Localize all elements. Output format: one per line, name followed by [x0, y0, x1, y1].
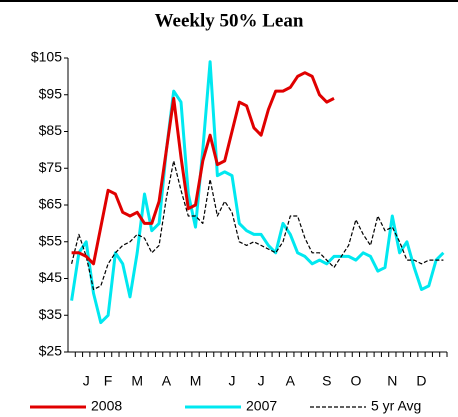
- series-line: [71, 71, 335, 266]
- y-tick-label: $55: [39, 232, 63, 248]
- x-tick-label: A: [286, 373, 296, 389]
- series-line: [71, 160, 444, 291]
- x-tick-label: N: [387, 373, 397, 389]
- y-tick-label: $45: [39, 269, 63, 285]
- x-tick-label: D: [416, 373, 426, 389]
- chart-title: Weekly 50% Lean: [155, 10, 304, 31]
- x-tick-label: A: [162, 373, 172, 389]
- legend-label: 2008: [91, 398, 122, 414]
- x-tick-label: M: [190, 373, 202, 389]
- y-tick-label: $95: [39, 85, 63, 101]
- y-tick-label: $65: [39, 196, 63, 212]
- legend-label: 2007: [246, 398, 277, 414]
- x-tick-label: F: [104, 373, 113, 389]
- series-line: [70, 60, 445, 325]
- y-tick-label: $75: [39, 159, 63, 175]
- y-tick-label: $85: [39, 122, 63, 138]
- x-tick-label: O: [350, 373, 361, 389]
- y-tick-label: $25: [39, 343, 63, 359]
- x-tick-label: M: [131, 373, 143, 389]
- x-tick-label: J: [258, 373, 265, 389]
- legend-label: 5 yr Avg: [371, 398, 421, 414]
- x-tick-label: S: [322, 373, 331, 389]
- x-tick-label: J: [228, 373, 235, 389]
- x-tick-label: J: [83, 373, 90, 389]
- y-tick-label: $35: [39, 306, 63, 322]
- y-tick-label: $105: [31, 49, 62, 65]
